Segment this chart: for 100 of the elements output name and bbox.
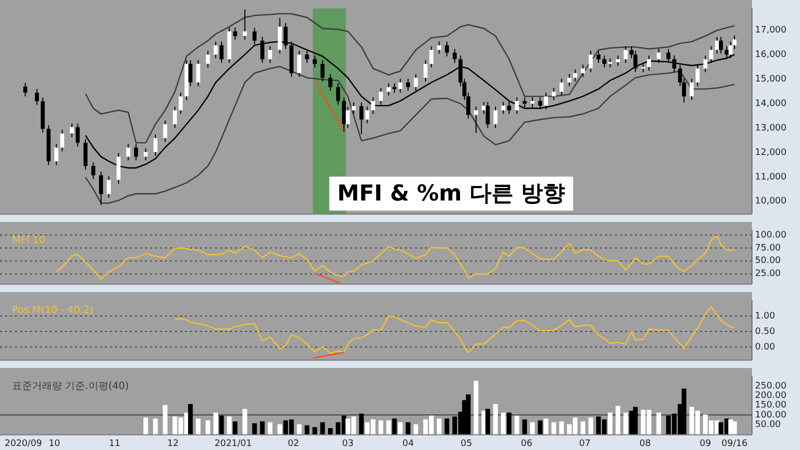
y-tick-label: 50.00 <box>755 256 782 266</box>
bar <box>320 422 325 434</box>
bar <box>444 418 450 434</box>
candlestick <box>23 82 28 97</box>
chart-title: Pos.M(10 - 40,2) <box>12 304 94 316</box>
bar <box>559 421 564 434</box>
y-tick-label: 200.00 <box>755 391 787 402</box>
candlestick <box>580 64 585 78</box>
candlestick <box>633 50 638 73</box>
candlestick <box>715 36 720 54</box>
y-tick-label: 1.00 <box>755 311 776 322</box>
y-tick-label: 0.50 <box>755 326 776 337</box>
y-tick-label: 13,000 <box>755 123 787 134</box>
candlestick <box>60 129 64 152</box>
bar <box>392 418 397 434</box>
text: MFI 10 <box>12 234 46 246</box>
candlestick <box>538 96 542 110</box>
bar <box>232 421 238 434</box>
bar <box>656 412 662 434</box>
x-tick-label: 08 <box>639 438 652 449</box>
candlestick <box>134 143 138 161</box>
candlestick <box>486 101 490 128</box>
y-tick-label: 15,000 <box>755 74 787 85</box>
candlestick <box>336 82 340 106</box>
y-tick-label: 16,000 <box>755 50 787 60</box>
y-tick-label: 12,000 <box>755 148 787 158</box>
x-tick-label: 09 <box>700 438 712 449</box>
bar <box>260 421 265 434</box>
bar <box>493 404 498 434</box>
bar <box>226 416 232 434</box>
bar <box>143 417 148 434</box>
bar <box>538 420 543 434</box>
x-tick-label: 12 <box>167 438 179 449</box>
y-tick-label: 0.00 <box>755 342 776 352</box>
candlestick <box>616 55 620 66</box>
y-tick-label: 50.00 <box>755 420 782 430</box>
bar <box>623 412 628 434</box>
candlestick <box>514 96 519 114</box>
bar <box>296 424 302 434</box>
candlestick <box>696 64 700 87</box>
candlestick <box>530 96 534 108</box>
x-tick-label: 11 <box>108 438 120 449</box>
candlestick <box>126 143 130 161</box>
candlestick <box>305 50 310 64</box>
candlestick <box>233 27 238 40</box>
candlestick <box>297 50 302 78</box>
candlestick <box>624 46 628 64</box>
bar <box>312 427 318 434</box>
bar <box>580 421 586 434</box>
bar <box>252 423 257 434</box>
candlestick <box>552 88 556 101</box>
candlestick <box>196 60 200 87</box>
candlestick <box>220 41 224 64</box>
candlestick <box>588 50 593 73</box>
candlestick <box>328 74 332 92</box>
candlestick <box>398 78 402 94</box>
candlestick <box>474 106 478 134</box>
bar <box>268 422 272 434</box>
bar <box>500 412 506 434</box>
x-tick-label: 05 <box>460 438 472 449</box>
bar <box>188 404 193 434</box>
y-tick-label: 250.00 <box>755 381 787 392</box>
candlestick <box>352 102 356 114</box>
bar <box>530 422 535 434</box>
bar <box>522 419 527 434</box>
bar <box>406 422 410 434</box>
y-tick-label: 150.00 <box>755 400 787 411</box>
candlestick <box>106 176 111 198</box>
bar <box>608 412 612 434</box>
candlestick <box>392 82 396 94</box>
bar <box>682 388 686 434</box>
bar <box>398 422 403 434</box>
x-tick-label: 06 <box>520 438 533 449</box>
x-tick-label: 09/16 <box>722 438 748 449</box>
text: 표준거래량 기준.이평(40) <box>12 380 129 392</box>
candlestick <box>507 101 512 114</box>
candlestick <box>494 106 498 128</box>
candlestick <box>690 78 694 101</box>
bar <box>378 420 384 434</box>
candlestick <box>672 55 676 73</box>
bar <box>436 418 442 434</box>
candlestick <box>703 55 708 73</box>
bar <box>242 408 248 434</box>
candlestick <box>567 74 572 87</box>
x-tick-label: 04 <box>402 438 414 449</box>
candlestick <box>172 106 177 128</box>
candlestick <box>163 120 168 142</box>
bar <box>616 406 620 434</box>
bar <box>153 418 158 434</box>
candlestick <box>153 134 158 156</box>
candlestick <box>34 88 39 106</box>
y-tick-label: 100.00 <box>755 230 787 240</box>
candlestick <box>386 82 391 96</box>
candlestick <box>365 106 370 124</box>
candlestick <box>444 41 449 57</box>
candlestick <box>452 48 457 64</box>
candlestick <box>178 92 183 114</box>
bar <box>219 416 224 434</box>
candlestick <box>206 50 210 68</box>
bar <box>414 424 418 434</box>
